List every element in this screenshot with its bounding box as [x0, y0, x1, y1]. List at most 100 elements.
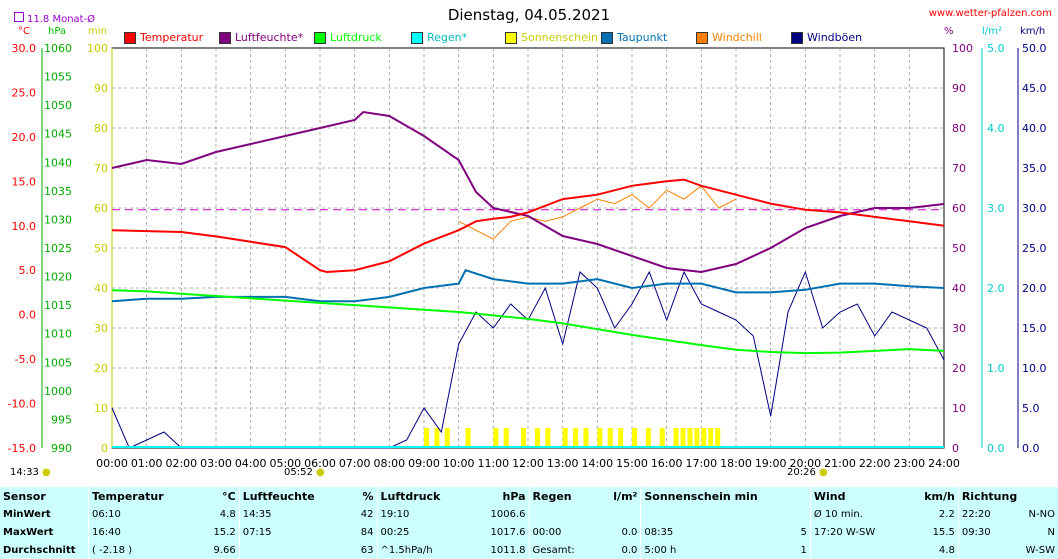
wind-tick-label: 10.0	[1022, 362, 1047, 375]
x-tick-label: 05:00	[269, 457, 301, 470]
temp-tick-label: 20.0	[12, 131, 37, 144]
x-tick-label: 16:00	[651, 457, 683, 470]
stats-cell-label: MinWert	[3, 508, 51, 520]
wind-tick-label: 45.0	[1022, 82, 1047, 95]
sunshine-bar	[659, 428, 665, 448]
stats-header-humidity-unit: %	[362, 489, 374, 503]
temp-tick-label: 10.0	[12, 220, 37, 233]
stats-cell-s_val: 5	[800, 526, 807, 538]
sunshine-bar	[521, 428, 527, 448]
x-tick-label: 04:00	[235, 457, 267, 470]
pressure-tick-label: 1035	[44, 185, 72, 198]
x-tick-label: 00:00	[96, 457, 128, 470]
weather-chart: 00:00 01:00 02:00 03:00 04:00 05:00 06:00 07:00…	[7, 42, 1047, 470]
sunshine-bar	[503, 428, 509, 448]
wind-tick-label: 35.0	[1022, 162, 1047, 175]
sun-tick-label: 0	[101, 442, 108, 455]
unit-celsius: °C	[18, 26, 30, 37]
legend-swatch	[601, 31, 613, 44]
stats-header-pressure-unit: hPa	[502, 489, 526, 503]
temp-tick-label: -15.0	[8, 442, 36, 455]
pressure-tick-label: 995	[51, 413, 72, 426]
stats-cell-t_time: 06:10	[87, 505, 199, 523]
pressure-tick-label: 1050	[44, 99, 72, 112]
rain-tick-label: 0.0	[987, 442, 1005, 455]
stats-cell-w_label	[809, 541, 906, 559]
sunshine-bar	[680, 428, 686, 448]
stats-header-rain: Regen	[528, 487, 598, 505]
stats-cell-d_val: N-NO	[1028, 508, 1055, 520]
legend-swatch	[314, 31, 326, 44]
chart-title: Dienstag, 04.05.2021	[447, 6, 611, 24]
stats-cell-s_val	[768, 505, 811, 523]
stats-cell-t_val: 15.2	[213, 526, 236, 538]
x-tick-label: 07:00	[339, 457, 371, 470]
temp-tick-label: 5.0	[19, 264, 37, 277]
pressure-tick-label: 1025	[44, 242, 72, 255]
stats-cell-w_label: Ø 10 min.	[809, 505, 906, 523]
temp-tick-label: 0.0	[19, 309, 37, 322]
x-tick-label: 03:00	[200, 457, 232, 470]
legend-item-2: Luftdruck	[314, 31, 382, 44]
x-tick-label: 06:00	[304, 457, 336, 470]
sun-tick-label: 60	[94, 202, 108, 215]
legend-swatch	[124, 31, 136, 44]
humidity-tick-label: 40	[952, 282, 966, 295]
stats-cell-s_val: 1	[800, 544, 807, 556]
stats-header-rain-unit: l/m²	[613, 489, 638, 503]
legend-label: Regen*	[427, 31, 468, 44]
unit-kmh: km/h	[1020, 26, 1046, 37]
wind-tick-label: 30.0	[1022, 202, 1047, 215]
series-line-taupunkt	[111, 268, 945, 303]
stats-cell-w_val: 2.2	[938, 508, 955, 520]
humidity-tick-label: 60	[952, 202, 966, 215]
stats-cell-p_time: 00:25	[376, 523, 471, 541]
wind-tick-label: 0.0	[1022, 442, 1040, 455]
stats-cell-d_time	[957, 541, 1009, 559]
stats-cell-h_time	[238, 541, 350, 559]
x-tick-label: 19:00	[755, 457, 787, 470]
legend-label: Taupunkt	[617, 31, 668, 44]
x-tick-label: 11:00	[477, 457, 509, 470]
x-tick-label: 09:00	[408, 457, 440, 470]
x-tick-label: 17:00	[685, 457, 717, 470]
stats-header-temp: Temperatur	[87, 487, 199, 505]
stats-cell-p_val: 1011.8	[490, 544, 526, 556]
temp-tick-label: 30.0	[12, 42, 37, 55]
stats-cell-h_val: 63	[360, 544, 374, 556]
humidity-tick-label: 30	[952, 322, 966, 335]
stats-cell-p_val: 1006.6	[490, 508, 526, 520]
stats-cell-r_val: 0.0	[621, 526, 638, 538]
website-link[interactable]: www.wetter-pfalzen.com	[928, 8, 1052, 19]
wind-tick-label: 15.0	[1022, 322, 1047, 335]
sunshine-bar	[583, 428, 589, 448]
stats-cell-h_time: 14:35	[238, 505, 350, 523]
legend-swatch	[411, 31, 423, 44]
stats-header-humidity: Luftfeuchte	[238, 487, 350, 505]
pressure-tick-label: 990	[51, 442, 72, 455]
axis-tick-labels: 00:00 01:00 02:00 03:00 04:00 05:00 06:00 07:00…	[8, 42, 1047, 470]
sunshine-bar	[424, 428, 429, 448]
stats-header-wind-unit: km/h	[924, 489, 955, 503]
x-tick-label: 21:00	[824, 457, 856, 470]
stats-header-temp-unit: °C	[222, 489, 236, 503]
stats-header-pressure: Luftdruck	[376, 487, 471, 505]
x-tick-label: 08:00	[373, 457, 405, 470]
monthly-average-label: 11.8 Monat-Ø	[14, 12, 95, 25]
stats-body: MinWert 06:10 4.8 14:35 42 19:10 1006.6 Ø 10 mi…	[0, 505, 1058, 559]
sunshine-bar	[444, 428, 450, 448]
pressure-tick-label: 1060	[44, 42, 72, 55]
x-tick-label: 15:00	[616, 457, 648, 470]
sun-tick-label: 40	[94, 282, 108, 295]
legend-swatch	[696, 31, 708, 44]
wind-tick-label: 50.0	[1022, 42, 1047, 55]
stats-cell-s_time: 08:35	[640, 523, 768, 541]
x-tick-label: 22:00	[859, 457, 891, 470]
wind-tick-label: 40.0	[1022, 122, 1047, 135]
stats-header-sunshine: Sonnenschein min	[640, 487, 811, 505]
unit-hpa: hPa	[48, 26, 67, 37]
x-tick-label: 18:00	[720, 457, 752, 470]
stats-header-direction: Richtung	[957, 487, 1058, 505]
temp-tick-label: 15.0	[12, 175, 37, 188]
wind-tick-label: 5.0	[1022, 402, 1040, 415]
